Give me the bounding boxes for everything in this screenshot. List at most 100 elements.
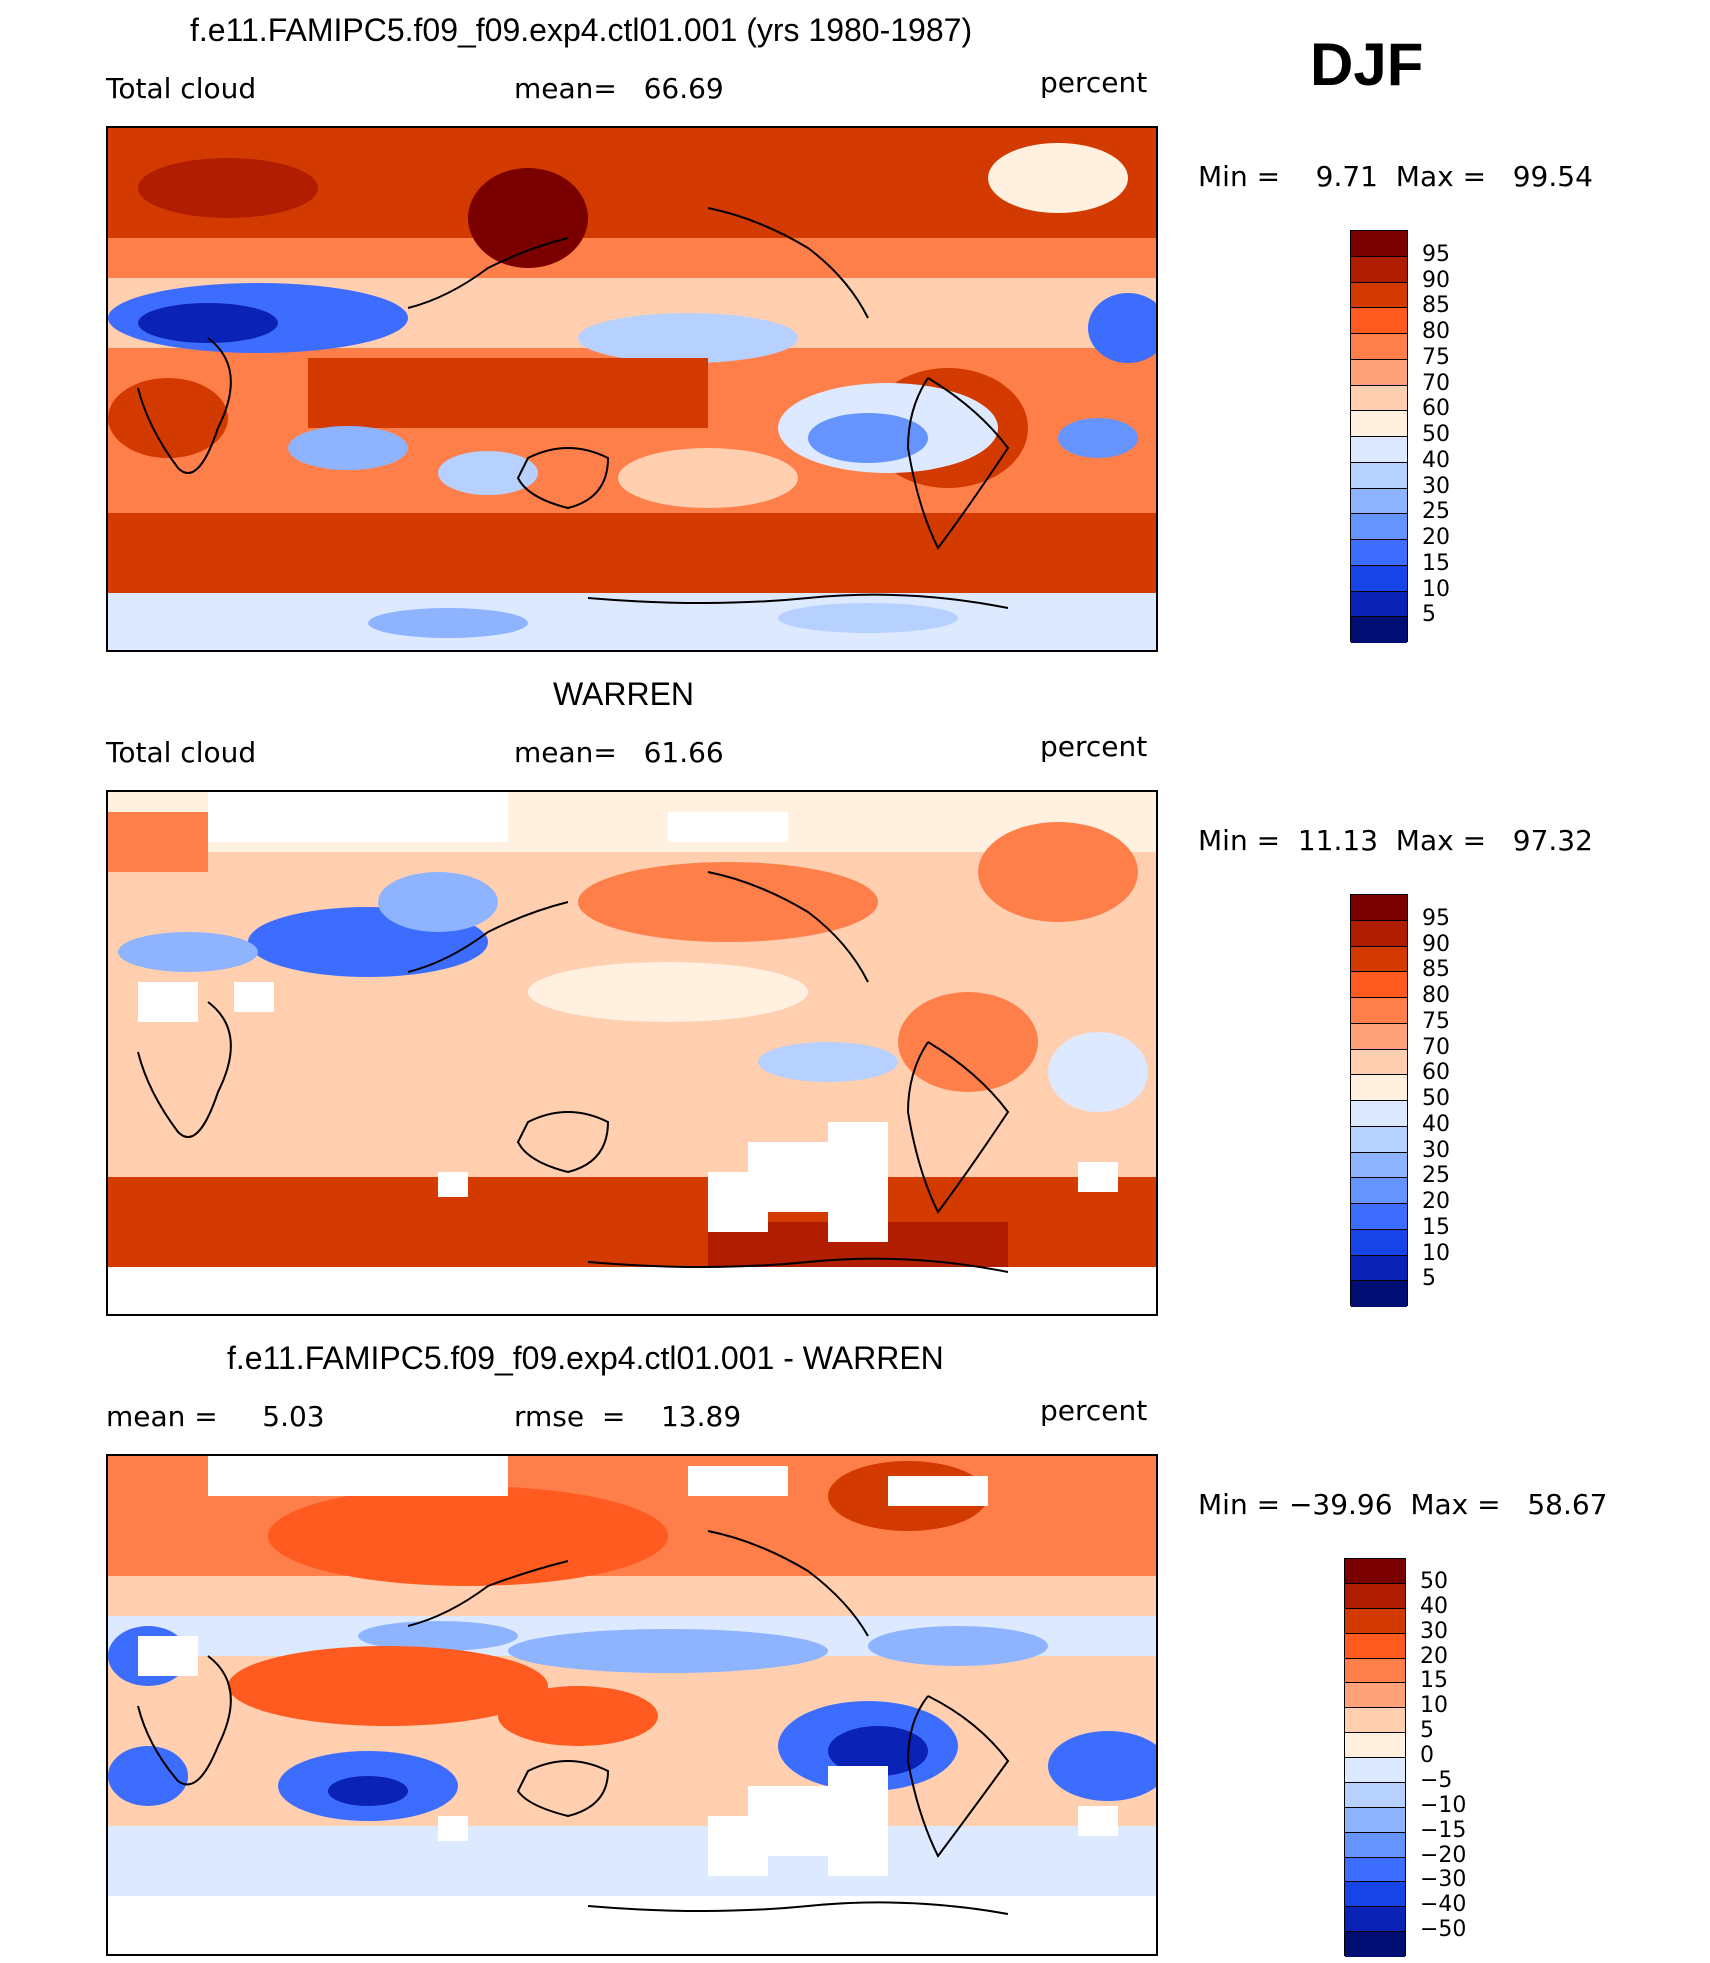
colorbar-tick-label: 15: [1420, 1668, 1448, 1694]
panel2-minmax: Min = 11.13 Max = 97.32: [1198, 824, 1593, 857]
colorbar-tick-label: 15: [1422, 1214, 1450, 1240]
colorbar-segment: [1345, 1559, 1405, 1584]
colorbar-tick-label: 85: [1422, 957, 1450, 983]
colorbar-tick-label: 10: [1420, 1693, 1448, 1719]
panel2-title: WARREN: [553, 676, 695, 712]
colorbar-segment: [1351, 946, 1407, 973]
colorbar-tick-label: 5: [1422, 602, 1436, 628]
panel2-variable-label: Total cloud: [106, 736, 257, 769]
colorbar-tick-label: 75: [1422, 1008, 1450, 1034]
colorbar-tick-label: 70: [1422, 1034, 1450, 1060]
colorbar-tick-label: 15: [1422, 550, 1450, 576]
colorbar-segment: [1351, 1049, 1407, 1076]
colorbar-tick-label: 60: [1422, 396, 1450, 422]
colorbar-segment: [1345, 1857, 1405, 1883]
colorbar-segment: [1351, 437, 1407, 463]
panel1-variable-label: Total cloud: [106, 72, 257, 105]
colorbar-segment: [1351, 514, 1407, 540]
colorbar-tick-label: 75: [1422, 344, 1450, 370]
colorbar-tick-label: 20: [1422, 525, 1450, 550]
colorbar-segment: [1351, 256, 1407, 283]
colorbar-segment: [1345, 1758, 1405, 1783]
colorbar-segment: [1351, 282, 1407, 309]
colorbar-segment: [1351, 308, 1407, 334]
colorbar-tick-label: 40: [1422, 447, 1450, 473]
colorbar-segment: [1345, 1608, 1405, 1634]
colorbar-segment: [1351, 359, 1407, 386]
panel1-colorbar: [1350, 230, 1408, 643]
colorbar-segment: [1345, 1782, 1405, 1808]
colorbar-tick-label: 80: [1422, 983, 1450, 1008]
colorbar-segment: [1351, 1178, 1407, 1204]
colorbar-tick-label: 50: [1420, 1568, 1448, 1594]
colorbar-segment: [1345, 1832, 1405, 1858]
panel3-minmax: Min = −39.96 Max = 58.67: [1198, 1488, 1608, 1521]
colorbar-segment: [1351, 1229, 1407, 1256]
colorbar-segment: [1351, 920, 1407, 947]
panel1-units-label: percent: [1040, 66, 1148, 99]
colorbar-segment: [1351, 972, 1407, 998]
panel1-minmax: Min = 9.71 Max = 99.54: [1198, 160, 1593, 193]
colorbar-tick-label: −20: [1420, 1842, 1467, 1868]
colorbar-segment: [1351, 617, 1407, 643]
panel2-units-label: percent: [1040, 730, 1148, 763]
colorbar-tick-label: 5: [1422, 1266, 1436, 1292]
colorbar-segment: [1351, 565, 1407, 592]
colorbar-segment: [1345, 1658, 1405, 1684]
colorbar-segment: [1351, 334, 1407, 360]
colorbar-segment: [1345, 1583, 1405, 1609]
colorbar-segment: [1345, 1882, 1405, 1908]
colorbar-tick-label: 70: [1422, 370, 1450, 396]
colorbar-tick-label: 10: [1422, 576, 1450, 602]
panel1-map: [106, 126, 1158, 652]
colorbar-tick-label: 40: [1420, 1593, 1448, 1619]
colorbar-tick-label: 50: [1422, 1086, 1450, 1111]
colorbar-segment: [1351, 1023, 1407, 1050]
colorbar-segment: [1351, 411, 1407, 437]
colorbar-tick-label: 50: [1422, 422, 1450, 447]
colorbar-segment: [1351, 1281, 1407, 1307]
colorbar-tick-label: −5: [1420, 1767, 1453, 1793]
colorbar-segment: [1351, 1075, 1407, 1101]
colorbar-segment: [1351, 1204, 1407, 1230]
panel1-mean-label: mean= 66.69: [514, 72, 724, 105]
colorbar-segment: [1351, 462, 1407, 489]
season-label: DJF: [1310, 31, 1424, 98]
colorbar-tick-label: 20: [1422, 1189, 1450, 1214]
colorbar-segment: [1345, 1683, 1405, 1709]
colorbar-tick-label: 90: [1422, 267, 1450, 293]
colorbar-tick-label: 85: [1422, 293, 1450, 319]
colorbar-tick-label: −50: [1420, 1917, 1467, 1943]
colorbar-tick-label: 60: [1422, 1060, 1450, 1086]
colorbar-segment: [1351, 1126, 1407, 1153]
colorbar-segment: [1351, 385, 1407, 412]
panel2-mean-label: mean= 61.66: [514, 736, 724, 769]
panel1-title: f.e11.FAMIPC5.f09_f09.exp4.ctl01.001 (yr…: [190, 12, 973, 48]
colorbar-segment: [1351, 231, 1407, 257]
colorbar-segment: [1351, 540, 1407, 566]
colorbar-segment: [1345, 1807, 1405, 1833]
panel3-title: f.e11.FAMIPC5.f09_f09.exp4.ctl01.001 - W…: [227, 1340, 944, 1376]
colorbar-tick-label: 25: [1422, 1163, 1450, 1189]
colorbar-tick-label: 5: [1420, 1718, 1434, 1744]
colorbar-tick-label: 90: [1422, 931, 1450, 957]
colorbar-tick-label: 95: [1422, 241, 1450, 267]
colorbar-tick-label: 30: [1422, 473, 1450, 499]
colorbar-segment: [1351, 488, 1407, 515]
colorbar-tick-label: 80: [1422, 319, 1450, 344]
colorbar-segment: [1351, 1255, 1407, 1282]
colorbar-segment: [1345, 1907, 1405, 1933]
colorbar-segment: [1351, 1101, 1407, 1127]
panel2-map: [106, 790, 1158, 1316]
colorbar-segment: [1351, 998, 1407, 1024]
panel3-rmse-label: rmse = 13.89: [514, 1400, 742, 1433]
colorbar-tick-label: 95: [1422, 905, 1450, 931]
colorbar-tick-label: −30: [1420, 1867, 1467, 1893]
panel3-units-label: percent: [1040, 1394, 1148, 1427]
colorbar-tick-label: −15: [1420, 1817, 1467, 1843]
colorbar-tick-label: 30: [1420, 1618, 1448, 1644]
colorbar-segment: [1345, 1932, 1405, 1957]
colorbar-tick-label: −10: [1420, 1792, 1467, 1818]
colorbar-segment: [1351, 1152, 1407, 1179]
colorbar-segment: [1351, 895, 1407, 921]
